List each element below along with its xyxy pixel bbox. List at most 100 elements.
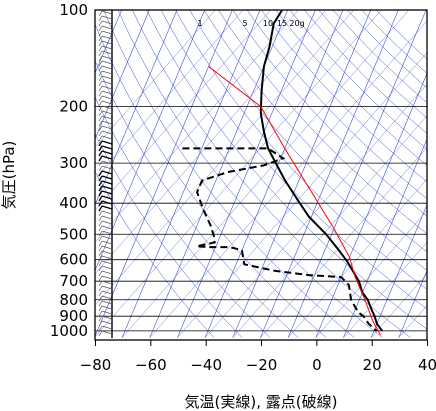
mixing-ratio-line: [95, 10, 216, 148]
wind-barb: [98, 320, 113, 327]
mixing-ratio-line: [95, 10, 299, 243]
isotherm-line: [426, 335, 427, 338]
wind-barb: [98, 120, 113, 127]
x-axis-ticks: −80 −60 −40 −20 0 20 40: [80, 340, 436, 374]
wind-barb: [98, 50, 113, 57]
dry-adiabat-line: [246, 10, 427, 200]
isotherm-line: [121, 10, 261, 338]
mixing-ratio-line: [204, 83, 427, 338]
temperature-line: [259, 10, 384, 332]
y-tick-label: 800: [59, 291, 88, 309]
wind-barb: [98, 225, 113, 232]
dry-adiabat-line: [95, 170, 215, 338]
mixing-ratio-line: [426, 336, 427, 338]
isotherm-line: [370, 204, 427, 338]
dry-adiabat-line: [289, 10, 427, 150]
wind-barb: [98, 10, 113, 17]
isotherm-line: [95, 10, 233, 337]
wind-barb: [98, 90, 113, 97]
dry-adiabat-line: [132, 10, 411, 338]
isotherm-line: [287, 10, 427, 338]
mixing-ratio-line: [177, 52, 427, 338]
isotherm-line: [95, 10, 122, 75]
wind-barb: [98, 15, 113, 22]
isotherm-line: [232, 10, 372, 338]
dry-adiabat-line: [95, 133, 243, 338]
wind-barb: [98, 60, 113, 67]
plot-frame: [94, 9, 428, 341]
wind-barb: [98, 215, 113, 222]
mixing-ratio-label: 20g: [289, 19, 304, 28]
mixing-ratio-line: [287, 178, 427, 338]
y-tick-label: 400: [59, 194, 88, 212]
dry-adiabat-line: [146, 10, 427, 330]
mixing-ratio-label: 10: [263, 19, 273, 28]
dry-adiabat-line: [232, 10, 427, 217]
wind-barb: [98, 115, 113, 122]
wind-barb: [98, 180, 113, 187]
wind-barb: [98, 185, 113, 192]
wind-barb: [98, 235, 113, 242]
wind-barb: [98, 270, 113, 277]
y-tick-label: 900: [59, 307, 88, 325]
isotherm-line: [260, 10, 399, 338]
wind-barb: [98, 315, 113, 322]
y-tick-label: 100: [59, 1, 88, 19]
dry-adiabat-line: [117, 10, 383, 338]
wind-barb: [98, 290, 113, 297]
mixing-ratio-label: 1: [197, 19, 202, 28]
isotherm-line: [95, 10, 206, 272]
dry-adiabat-line: [95, 23, 327, 338]
data-lines: [182, 10, 384, 336]
x-tick-label: −40: [190, 356, 222, 374]
wind-barb: [98, 100, 113, 107]
wind-barb: [98, 250, 113, 257]
wind-barbs: [98, 10, 113, 338]
y-tick-label: 600: [59, 251, 88, 269]
y-tick-label: 500: [59, 225, 88, 243]
wind-barb: [98, 105, 113, 112]
x-tick-label: 0: [312, 356, 322, 374]
wind-barb: [98, 155, 113, 162]
mixing-ratio-label: 5: [242, 19, 247, 28]
wind-barb: [98, 145, 113, 152]
mixing-ratio-line: [95, 10, 271, 211]
wind-barb: [98, 190, 113, 197]
wind-barb: [98, 310, 113, 317]
isotherm-line: [398, 269, 427, 338]
wind-barb: [98, 330, 113, 337]
wind-barb: [98, 40, 113, 47]
wind-barb: [98, 130, 113, 137]
wind-barb: [98, 280, 113, 287]
wind-barb: [98, 230, 113, 237]
dry-adiabat-line: [95, 59, 299, 338]
y-tick-label: 1000: [50, 322, 88, 340]
wind-barb: [98, 285, 113, 292]
dry-adiabat-line: [261, 10, 427, 183]
wind-barb: [98, 75, 113, 82]
wind-barb: [98, 170, 113, 177]
wind-barb: [98, 55, 113, 62]
mixing-ratio-line: [315, 210, 427, 338]
wind-barb: [98, 205, 113, 212]
dry-adiabat-line: [361, 10, 427, 74]
isotherm-line: [343, 138, 427, 338]
wind-barb: [98, 245, 113, 252]
y-tick-label: 700: [59, 272, 88, 290]
wind-barb: [98, 160, 113, 167]
dewpoint-line: [182, 147, 378, 332]
wind-barb: [98, 325, 113, 332]
wind-barb: [98, 20, 113, 27]
dry-adiabat-line: [189, 10, 427, 271]
mixing-ratio-label: 15: [277, 19, 287, 28]
mixing-ratio-line: [149, 20, 427, 338]
dry-adiabat-line: [160, 10, 427, 310]
dry-adiabat-line: [103, 10, 355, 338]
y-tick-label: 300: [59, 154, 88, 172]
wind-barb: [98, 175, 113, 182]
mixing-ratio-line: [95, 10, 244, 180]
mixing-ratio-line: [398, 305, 427, 338]
wind-barb: [98, 265, 113, 272]
x-tick-label: −20: [246, 356, 278, 374]
